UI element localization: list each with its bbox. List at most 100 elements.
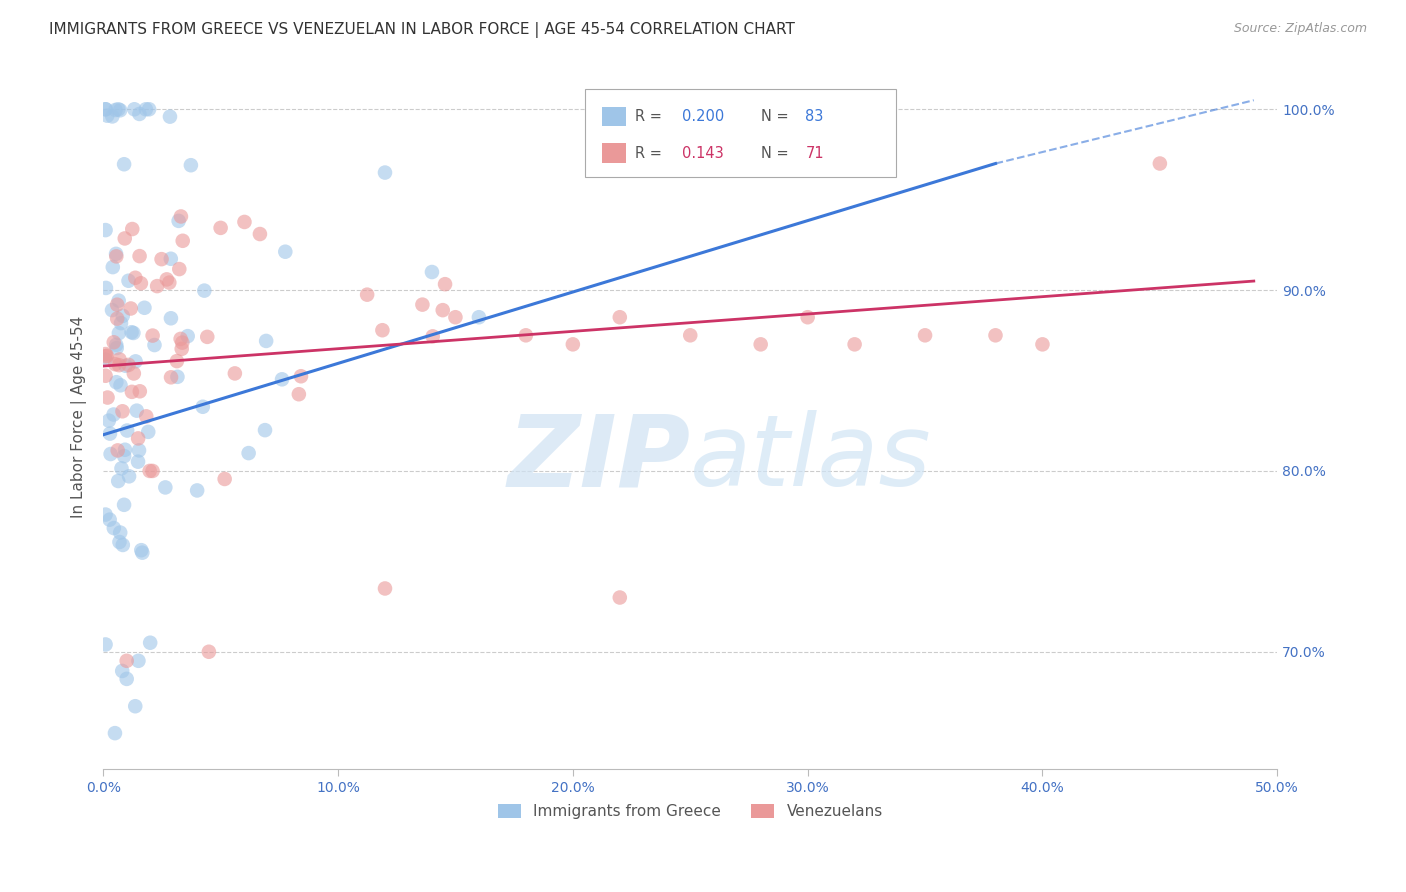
Point — [169, 332, 191, 346]
Point — [127, 654, 149, 668]
Point — [129, 543, 152, 558]
Point — [1031, 337, 1053, 351]
Point — [172, 335, 194, 350]
Point — [121, 325, 143, 339]
Point — [238, 446, 260, 460]
Text: R =: R = — [636, 145, 666, 161]
Point — [112, 449, 135, 463]
Point — [94, 637, 117, 651]
Point — [103, 408, 125, 422]
Point — [125, 403, 148, 417]
Point — [101, 260, 124, 274]
Y-axis label: In Labor Force | Age 45-54: In Labor Force | Age 45-54 — [72, 316, 87, 518]
Point — [105, 247, 128, 261]
Point — [160, 370, 183, 384]
Point — [112, 498, 135, 512]
Text: 0.143: 0.143 — [682, 145, 724, 161]
Point — [288, 387, 311, 401]
Text: 0.200: 0.200 — [682, 109, 724, 124]
Point — [94, 102, 117, 116]
Point — [105, 375, 128, 389]
Point — [166, 369, 188, 384]
Point — [96, 349, 118, 363]
Point — [374, 165, 396, 179]
Point — [167, 214, 190, 228]
Point — [146, 279, 169, 293]
Point — [371, 323, 394, 337]
Point — [122, 326, 145, 340]
Point — [103, 521, 125, 535]
Point — [115, 424, 138, 438]
Point — [108, 358, 131, 372]
Point — [214, 472, 236, 486]
FancyBboxPatch shape — [585, 88, 896, 177]
Point — [128, 384, 150, 399]
Point — [98, 426, 121, 441]
Point — [108, 326, 131, 340]
Point — [143, 338, 166, 352]
Point — [422, 329, 444, 343]
Point — [135, 409, 157, 424]
Point — [101, 110, 124, 124]
Point — [111, 664, 134, 678]
Point — [124, 699, 146, 714]
Point — [127, 431, 149, 445]
Text: IMMIGRANTS FROM GREECE VS VENEZUELAN IN LABOR FORCE | AGE 45-54 CORRELATION CHAR: IMMIGRANTS FROM GREECE VS VENEZUELAN IN … — [49, 22, 794, 38]
Point — [290, 369, 312, 384]
Point — [142, 328, 165, 343]
Point — [108, 525, 131, 540]
Point — [121, 384, 143, 399]
Text: N =: N = — [761, 109, 793, 124]
Point — [844, 337, 866, 351]
Point — [209, 220, 232, 235]
Point — [117, 358, 139, 372]
Point — [411, 298, 433, 312]
Point — [191, 400, 214, 414]
Point — [749, 337, 772, 351]
Point — [120, 301, 142, 316]
Point — [124, 354, 146, 368]
Point — [984, 328, 1007, 343]
Point — [104, 103, 127, 117]
Point — [115, 654, 138, 668]
Point — [121, 222, 143, 236]
Point — [679, 328, 702, 343]
Point — [176, 329, 198, 343]
Point — [224, 367, 246, 381]
Point — [444, 310, 467, 325]
Point — [127, 455, 149, 469]
Point — [271, 372, 294, 386]
Point — [107, 293, 129, 308]
Text: 71: 71 — [806, 145, 824, 161]
Point — [796, 310, 818, 325]
Point — [108, 535, 131, 549]
Point — [166, 354, 188, 368]
Point — [128, 249, 150, 263]
Point — [135, 102, 157, 116]
Point — [124, 270, 146, 285]
Point — [195, 330, 218, 344]
Point — [914, 328, 936, 343]
Point — [107, 474, 129, 488]
Point — [159, 110, 181, 124]
Point — [111, 404, 134, 418]
Point — [110, 378, 132, 392]
Point — [105, 311, 128, 326]
Point — [122, 367, 145, 381]
Point — [94, 223, 117, 237]
Text: Source: ZipAtlas.com: Source: ZipAtlas.com — [1233, 22, 1367, 36]
Point — [156, 272, 179, 286]
Point — [420, 265, 443, 279]
Text: ZIP: ZIP — [508, 410, 690, 508]
Point — [138, 464, 160, 478]
Point — [180, 158, 202, 172]
Point — [198, 645, 221, 659]
Point — [139, 636, 162, 650]
Point — [170, 210, 193, 224]
Point — [150, 252, 173, 267]
Point — [105, 298, 128, 312]
Point — [1149, 156, 1171, 170]
Point — [114, 359, 136, 373]
Point — [111, 309, 134, 323]
Point — [105, 338, 128, 352]
